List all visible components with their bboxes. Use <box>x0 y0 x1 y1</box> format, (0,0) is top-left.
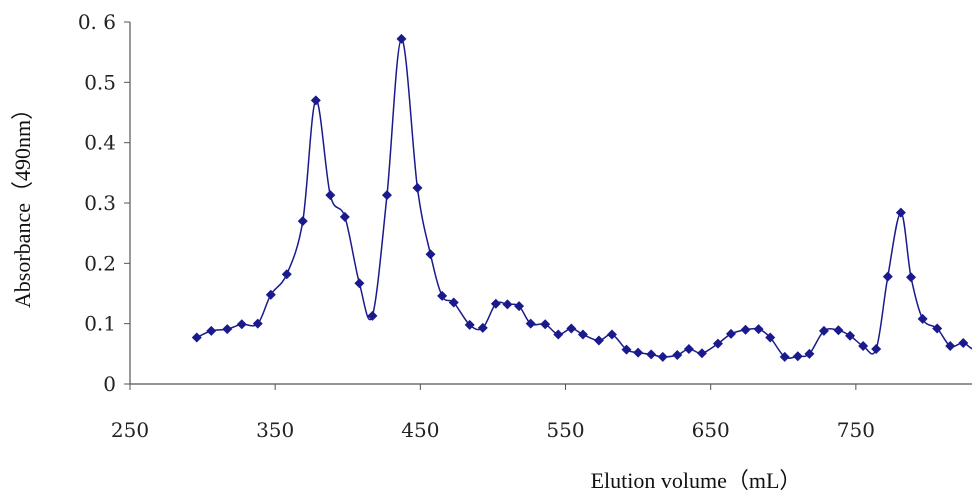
data-point-marker <box>833 325 843 335</box>
data-point-marker <box>566 323 576 333</box>
x-tick-label: 550 <box>546 418 584 442</box>
series-line <box>197 39 972 358</box>
y-ticks: 0 0.1 0.2 0.3 0.4 0.5 0. 6 <box>78 10 130 396</box>
data-point-marker <box>658 352 668 362</box>
data-point-marker <box>741 325 751 335</box>
data-point-marker <box>633 348 643 358</box>
data-point-marker <box>804 349 814 359</box>
x-tick-label: 650 <box>692 418 730 442</box>
data-point-marker <box>382 190 392 200</box>
data-point-marker <box>282 269 292 279</box>
y-tick-label: 0. 6 <box>78 10 116 34</box>
data-point-marker <box>412 183 422 193</box>
data-point-marker <box>578 330 588 340</box>
data-point-marker <box>502 299 512 309</box>
series-markers <box>192 34 969 362</box>
y-tick-label: 0.2 <box>84 251 116 275</box>
data-point-marker <box>311 95 321 105</box>
y-tick-label: 0.1 <box>84 312 116 336</box>
data-point-marker <box>958 338 968 348</box>
data-point-marker <box>646 349 656 359</box>
data-point-marker <box>426 249 436 259</box>
data-point-marker <box>340 212 350 222</box>
data-point-marker <box>726 329 736 339</box>
x-axis-title: Elution volume（mL） <box>591 468 802 493</box>
x-tick-label: 450 <box>401 418 439 442</box>
data-point-marker <box>540 319 550 329</box>
data-point-marker <box>396 34 406 44</box>
data-point-marker <box>906 272 916 282</box>
data-point-marker <box>871 344 881 354</box>
data-point-marker <box>192 333 202 343</box>
data-point-marker <box>325 190 335 200</box>
y-axis-title: Absorbance（490nm） <box>10 98 35 308</box>
x-tick-label: 250 <box>111 418 149 442</box>
data-point-marker <box>491 299 501 309</box>
data-point-marker <box>793 351 803 361</box>
data-point-marker <box>478 323 488 333</box>
y-tick-label: 0.4 <box>84 131 116 155</box>
x-tick-label: 750 <box>837 418 875 442</box>
data-point-marker <box>896 208 906 218</box>
data-point-marker <box>594 336 604 346</box>
x-ticks: 250 350 450 550 650 750 <box>111 384 875 442</box>
data-point-marker <box>222 324 232 334</box>
data-point-marker <box>754 324 764 334</box>
data-point-marker <box>553 330 563 340</box>
data-point-marker <box>253 319 263 329</box>
data-point-marker <box>672 350 682 360</box>
data-point-marker <box>684 344 694 354</box>
data-point-marker <box>354 278 364 288</box>
data-point-marker <box>237 319 247 329</box>
y-tick-label: 0 <box>103 372 116 396</box>
y-tick-label: 0.3 <box>84 191 116 215</box>
data-point-marker <box>883 272 893 282</box>
y-tick-label: 0.5 <box>84 70 116 94</box>
data-point-marker <box>298 216 308 226</box>
data-point-marker <box>206 326 216 336</box>
data-point-marker <box>697 348 707 358</box>
x-tick-label: 350 <box>256 418 294 442</box>
